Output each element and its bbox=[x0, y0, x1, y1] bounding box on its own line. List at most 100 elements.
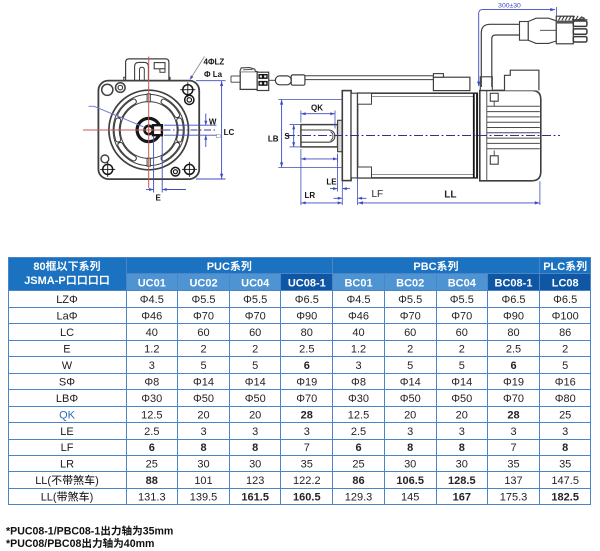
svg-text:7: 7 bbox=[304, 442, 310, 454]
svg-text:60: 60 bbox=[249, 327, 261, 339]
svg-text:LL: LL bbox=[444, 189, 456, 200]
svg-text:W: W bbox=[62, 360, 73, 372]
svg-text:Φ19: Φ19 bbox=[296, 377, 317, 389]
svg-text:W: W bbox=[209, 118, 217, 127]
svg-text:3: 3 bbox=[149, 360, 155, 372]
svg-text:40: 40 bbox=[146, 327, 158, 339]
svg-text:SΦ: SΦ bbox=[59, 377, 75, 389]
svg-text:160.5: 160.5 bbox=[293, 492, 321, 504]
svg-text:35: 35 bbox=[559, 459, 571, 471]
svg-text:2: 2 bbox=[459, 344, 465, 356]
svg-text:3: 3 bbox=[200, 426, 206, 438]
svg-text:LC08: LC08 bbox=[552, 277, 579, 289]
svg-text:Φ30: Φ30 bbox=[141, 393, 162, 405]
svg-text:80: 80 bbox=[301, 327, 313, 339]
svg-text:Φ5.5: Φ5.5 bbox=[450, 294, 474, 306]
svg-text:LB: LB bbox=[268, 134, 279, 143]
svg-text:86: 86 bbox=[559, 327, 571, 339]
svg-text:PLC: PLC bbox=[543, 261, 565, 273]
svg-text:Φ50: Φ50 bbox=[451, 393, 472, 405]
svg-text:Φ80: Φ80 bbox=[555, 393, 576, 405]
svg-text:5: 5 bbox=[459, 360, 465, 372]
svg-text:137: 137 bbox=[504, 475, 522, 487]
svg-text:129.3: 129.3 bbox=[345, 492, 373, 504]
svg-text:3: 3 bbox=[459, 426, 465, 438]
svg-text:3: 3 bbox=[510, 426, 516, 438]
svg-text:Φ70: Φ70 bbox=[193, 311, 214, 323]
svg-text:8: 8 bbox=[200, 442, 206, 454]
svg-text:PBC: PBC bbox=[413, 261, 436, 273]
svg-text:161.5: 161.5 bbox=[241, 492, 269, 504]
svg-text:30: 30 bbox=[456, 459, 468, 471]
svg-text:12.5: 12.5 bbox=[348, 409, 369, 421]
svg-text:6: 6 bbox=[304, 360, 310, 372]
svg-text:LF: LF bbox=[61, 442, 74, 454]
svg-text:BC04: BC04 bbox=[448, 277, 477, 289]
svg-text:35: 35 bbox=[507, 459, 519, 471]
svg-text:BC01: BC01 bbox=[344, 277, 372, 289]
svg-text:UC02: UC02 bbox=[189, 277, 217, 289]
svg-text:35: 35 bbox=[301, 459, 313, 471]
svg-text:139.5: 139.5 bbox=[190, 492, 218, 504]
svg-text:LC: LC bbox=[224, 128, 235, 137]
svg-text:UC01: UC01 bbox=[138, 277, 166, 289]
svg-text:80: 80 bbox=[507, 327, 519, 339]
svg-text:JSMA-P: JSMA-P bbox=[24, 275, 66, 287]
svg-text:Φ6.5: Φ6.5 bbox=[553, 294, 577, 306]
svg-text:□: □ bbox=[216, 133, 220, 140]
svg-text:86: 86 bbox=[352, 475, 364, 487]
svg-text:LL(: LL( bbox=[41, 492, 57, 504]
svg-text:Φ30: Φ30 bbox=[348, 393, 369, 405]
svg-text:Φ14: Φ14 bbox=[451, 377, 472, 389]
svg-text:167: 167 bbox=[453, 492, 471, 504]
svg-text:): ) bbox=[90, 492, 94, 504]
svg-text:Φ70: Φ70 bbox=[451, 311, 472, 323]
svg-text:106.5: 106.5 bbox=[396, 475, 424, 487]
svg-text:30: 30 bbox=[404, 459, 416, 471]
svg-text:2.5: 2.5 bbox=[506, 344, 521, 356]
svg-text:3: 3 bbox=[355, 360, 361, 372]
svg-text:123: 123 bbox=[246, 475, 264, 487]
svg-text:182.5: 182.5 bbox=[551, 492, 579, 504]
svg-text:101: 101 bbox=[194, 475, 212, 487]
svg-text:*PUC08-1/PBC08-1: *PUC08-1/PBC08-1 bbox=[6, 526, 100, 538]
svg-text:LL(: LL( bbox=[35, 475, 51, 487]
svg-text:7: 7 bbox=[510, 442, 516, 454]
svg-text:Φ14: Φ14 bbox=[193, 377, 214, 389]
svg-text:2: 2 bbox=[562, 344, 568, 356]
svg-text:Φ8: Φ8 bbox=[351, 377, 366, 389]
svg-text:Φ5.5: Φ5.5 bbox=[191, 294, 215, 306]
svg-text:25: 25 bbox=[559, 409, 571, 421]
svg-text:Φ46: Φ46 bbox=[348, 311, 369, 323]
svg-text:175.3: 175.3 bbox=[500, 492, 528, 504]
svg-text:128.5: 128.5 bbox=[448, 475, 476, 487]
svg-text:QK: QK bbox=[311, 104, 323, 113]
svg-text:6: 6 bbox=[510, 360, 516, 372]
svg-text:LaΦ: LaΦ bbox=[57, 311, 78, 323]
svg-text:1.2: 1.2 bbox=[144, 344, 159, 356]
svg-text:131.3: 131.3 bbox=[138, 492, 166, 504]
svg-text:BC02: BC02 bbox=[396, 277, 424, 289]
svg-text:2.5: 2.5 bbox=[351, 426, 366, 438]
svg-text:Φ90: Φ90 bbox=[503, 311, 524, 323]
svg-text:Φ4.5: Φ4.5 bbox=[346, 294, 370, 306]
svg-text:1.2: 1.2 bbox=[351, 344, 366, 356]
svg-text:122.2: 122.2 bbox=[293, 475, 321, 487]
svg-text:Φ90: Φ90 bbox=[296, 311, 317, 323]
svg-text:Φ70: Φ70 bbox=[503, 393, 524, 405]
svg-text:80: 80 bbox=[33, 261, 45, 273]
svg-text:6: 6 bbox=[149, 442, 155, 454]
svg-text:8: 8 bbox=[562, 442, 568, 454]
svg-text:20: 20 bbox=[456, 409, 468, 421]
svg-text:LE: LE bbox=[326, 177, 337, 186]
svg-text:25: 25 bbox=[352, 459, 364, 471]
svg-text:): ) bbox=[95, 475, 99, 487]
svg-text:30: 30 bbox=[249, 459, 261, 471]
svg-text:Φ100: Φ100 bbox=[552, 311, 579, 323]
svg-text:35mm: 35mm bbox=[143, 526, 174, 538]
svg-text:5: 5 bbox=[562, 360, 568, 372]
svg-text:Φ5.5: Φ5.5 bbox=[243, 294, 267, 306]
svg-text:LZΦ: LZΦ bbox=[56, 294, 78, 306]
svg-text:145: 145 bbox=[401, 492, 419, 504]
svg-text:Φ50: Φ50 bbox=[193, 393, 214, 405]
